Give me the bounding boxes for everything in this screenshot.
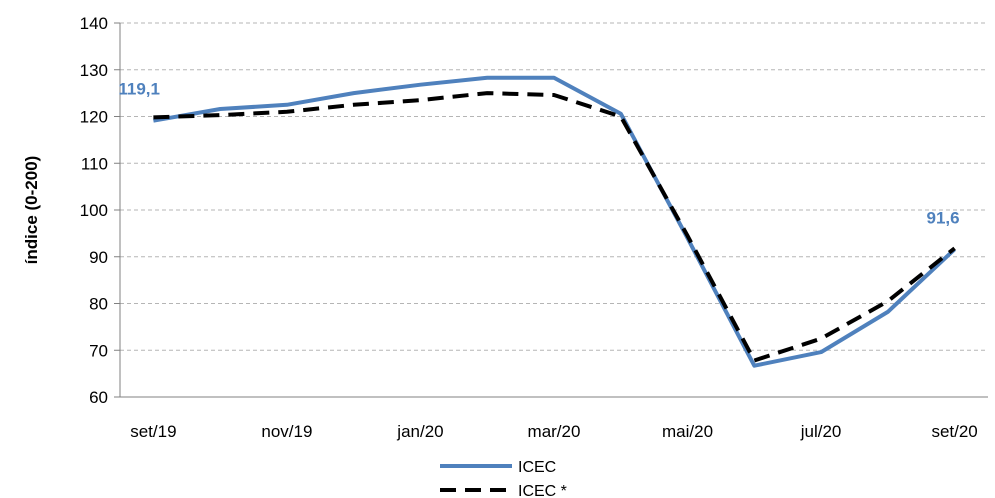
y-axis-label: índice (0-200) bbox=[22, 156, 41, 265]
series-lines bbox=[153, 75, 956, 368]
x-tick-label: jul/20 bbox=[800, 422, 842, 441]
y-tick-label: 130 bbox=[80, 61, 108, 80]
data-labels: 119,1 91,6 bbox=[118, 80, 959, 228]
gridlines bbox=[114, 22, 988, 398]
legend-label: ICEC * bbox=[518, 483, 567, 498]
y-tick-label: 70 bbox=[89, 341, 108, 360]
y-tick-label: 120 bbox=[80, 108, 108, 127]
series-line-icec-star bbox=[153, 91, 956, 363]
y-tick-label: 60 bbox=[89, 388, 108, 407]
x-tick-label: jan/20 bbox=[396, 422, 443, 441]
x-tick-label: set/20 bbox=[931, 422, 977, 441]
x-tick-label: mar/20 bbox=[528, 422, 581, 441]
axes bbox=[119, 23, 988, 398]
y-tick-label: 90 bbox=[89, 248, 108, 267]
x-tick-label: nov/19 bbox=[261, 422, 312, 441]
series-line-icec bbox=[153, 75, 956, 368]
y-tick-label: 110 bbox=[81, 154, 108, 173]
y-tick-label: 80 bbox=[89, 295, 108, 314]
legend: ICEC ICEC * bbox=[440, 459, 567, 498]
data-label: 91,6 bbox=[927, 208, 960, 227]
data-label: 119,1 bbox=[118, 80, 160, 99]
x-tick-label: mai/20 bbox=[662, 422, 713, 441]
y-tick-label: 100 bbox=[80, 201, 108, 220]
legend-label: ICEC bbox=[518, 459, 556, 476]
y-tick-labels: 60 70 80 90 100 110 120 130 140 bbox=[80, 14, 108, 407]
y-tick-label: 140 bbox=[80, 14, 108, 33]
x-tick-labels: set/19 nov/19 jan/20 mar/20 mai/20 jul/20 set/… bbox=[130, 422, 978, 441]
x-tick-label: set/19 bbox=[130, 422, 176, 441]
